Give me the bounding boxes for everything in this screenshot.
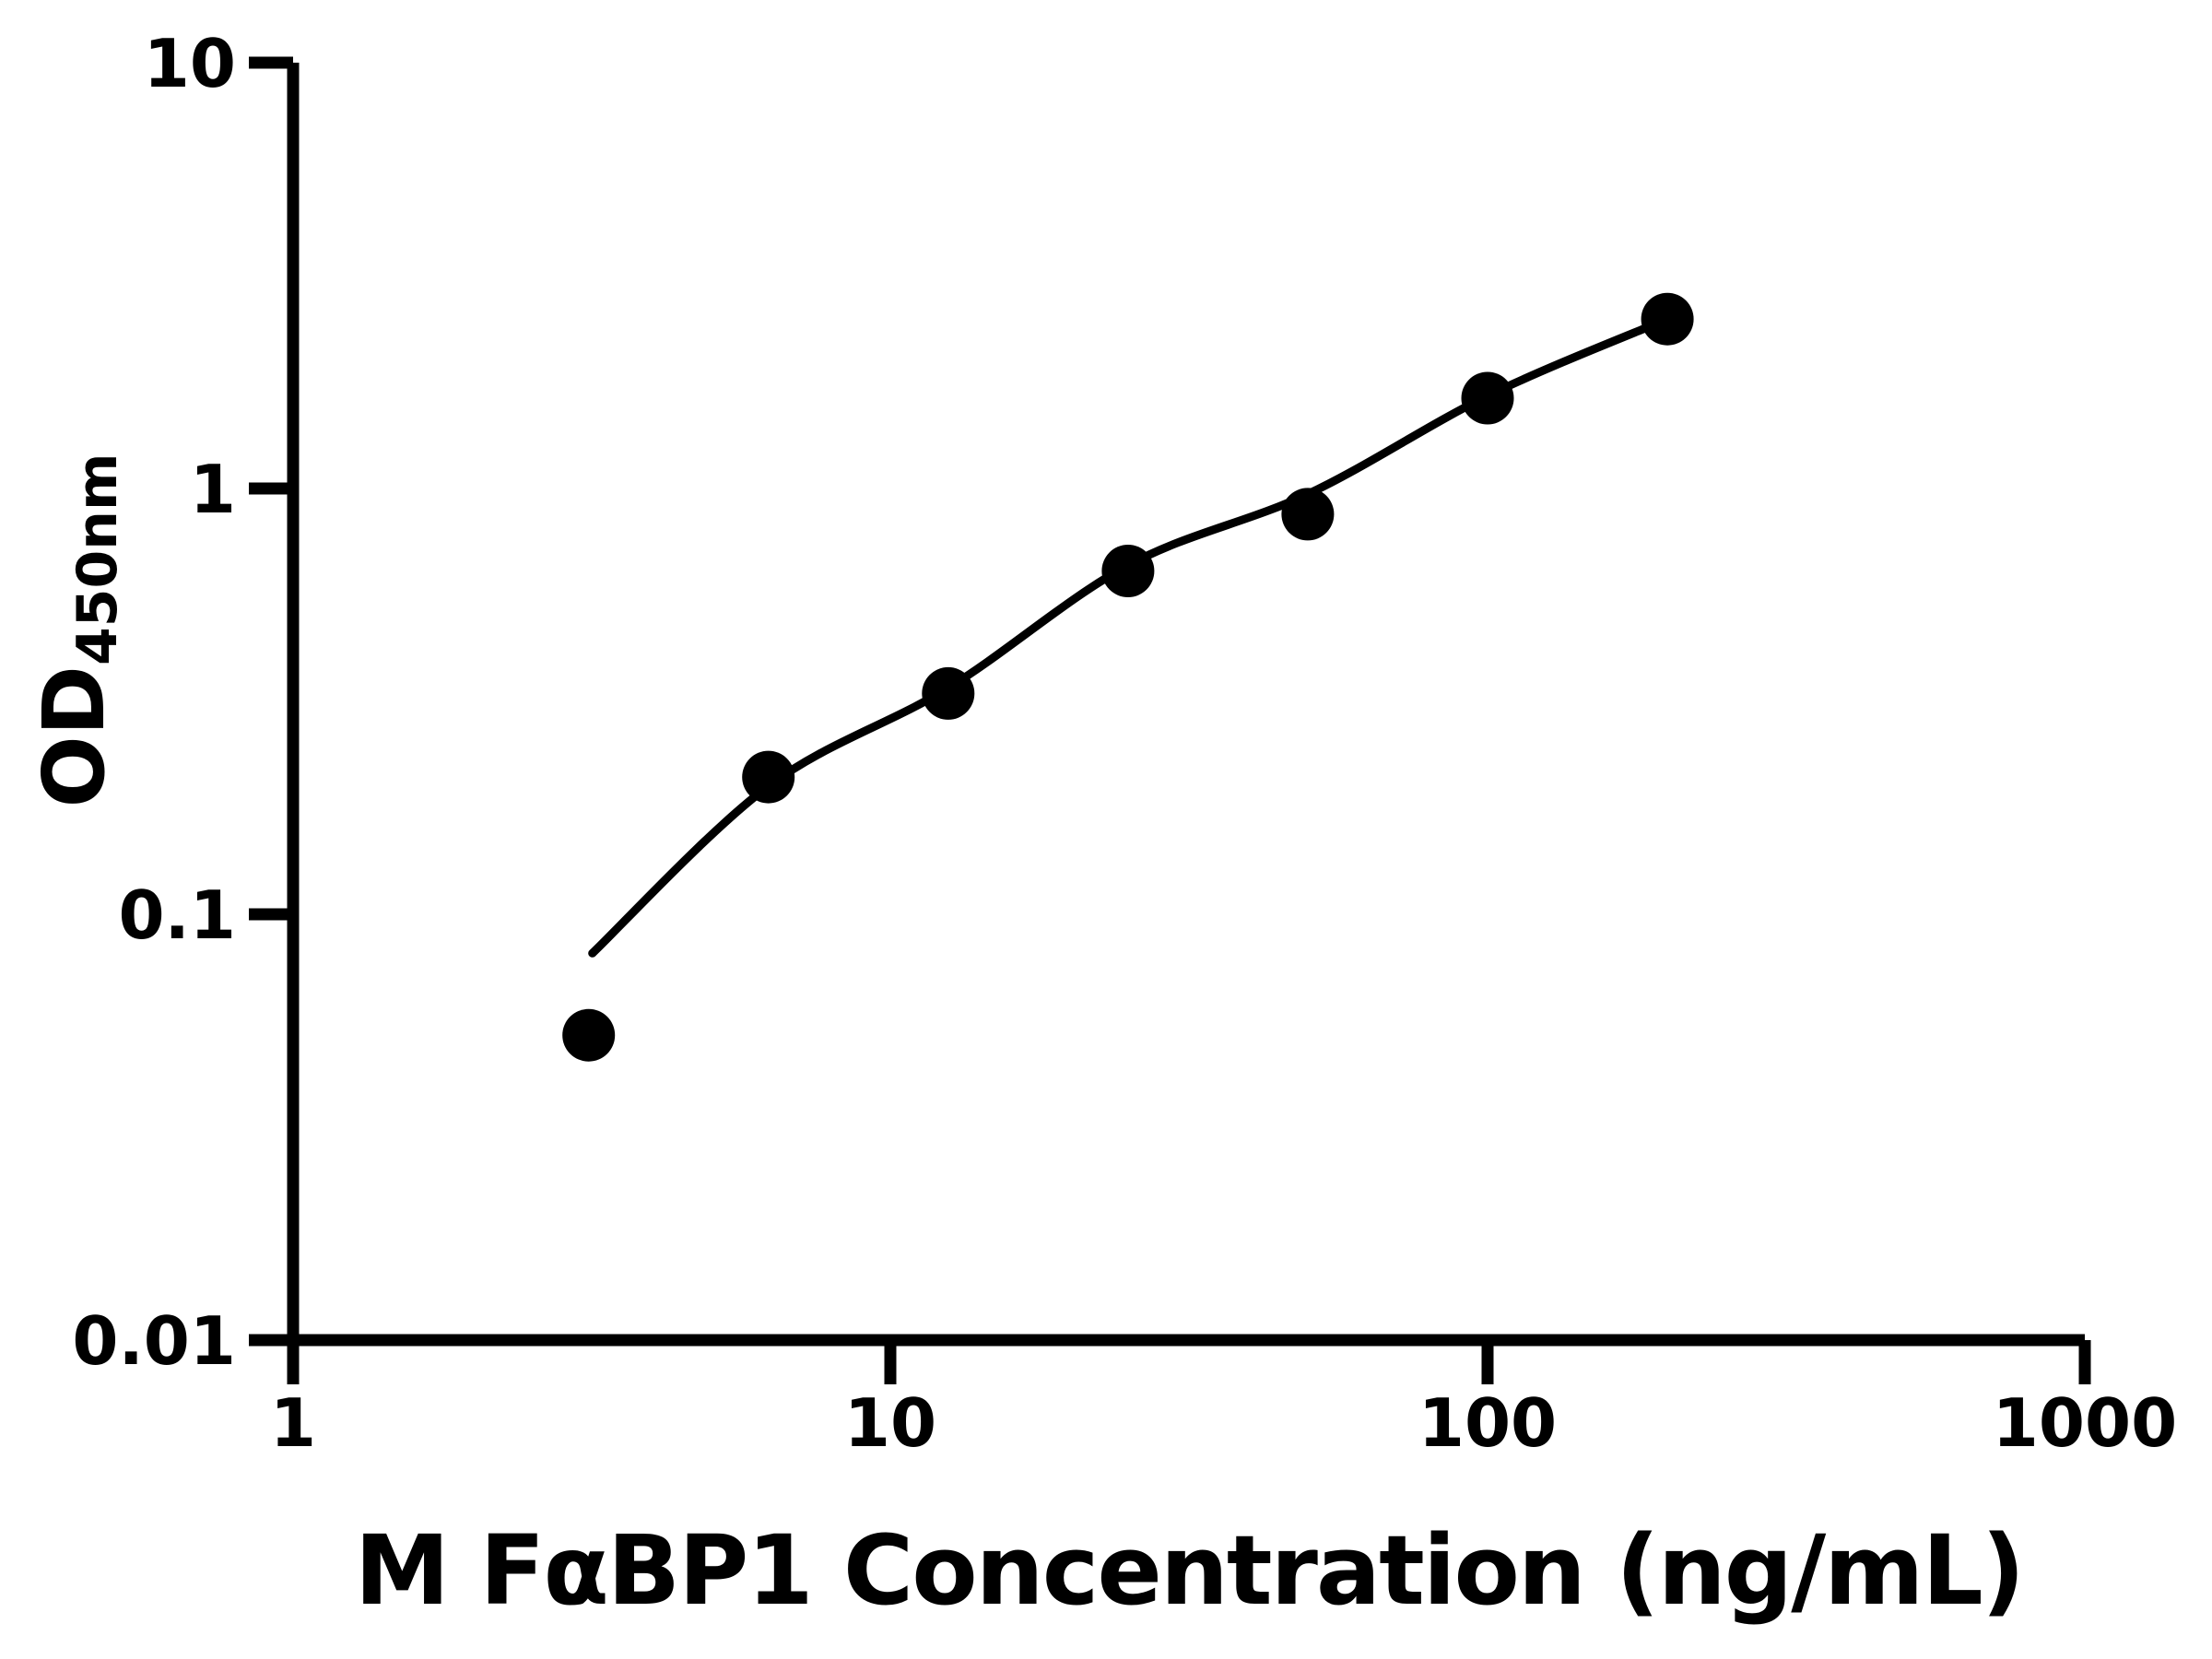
data-point-marker — [742, 750, 795, 804]
x-tick-label: 100 — [1418, 1384, 1557, 1462]
y-axis-title-main: OD — [25, 665, 124, 808]
tick-marks — [249, 56, 2091, 1384]
y-tick-label: 10 — [144, 25, 236, 102]
data-series — [562, 292, 1694, 1062]
data-point-marker — [562, 1008, 616, 1062]
y-axis-title-subscript: 450nm — [65, 453, 130, 665]
axes — [287, 63, 2085, 1347]
tick-labels: 10 1 0.1 0.01 1 10 100 1000 — [72, 25, 2177, 1462]
y-axis-title: OD450nm — [25, 453, 130, 807]
y-tick-label: 0.01 — [72, 1302, 236, 1380]
x-axis-title: M FαBP1 Concentration (ng/mL) — [355, 1514, 2024, 1627]
y-tick-label: 1 — [190, 451, 236, 528]
x-tick-label: 10 — [844, 1384, 936, 1462]
x-tick-label: 1 — [270, 1384, 316, 1462]
y-tick-label: 0.1 — [118, 877, 236, 954]
x-tick-label: 1000 — [1993, 1384, 2177, 1462]
fit-curve-line — [588, 314, 1672, 958]
